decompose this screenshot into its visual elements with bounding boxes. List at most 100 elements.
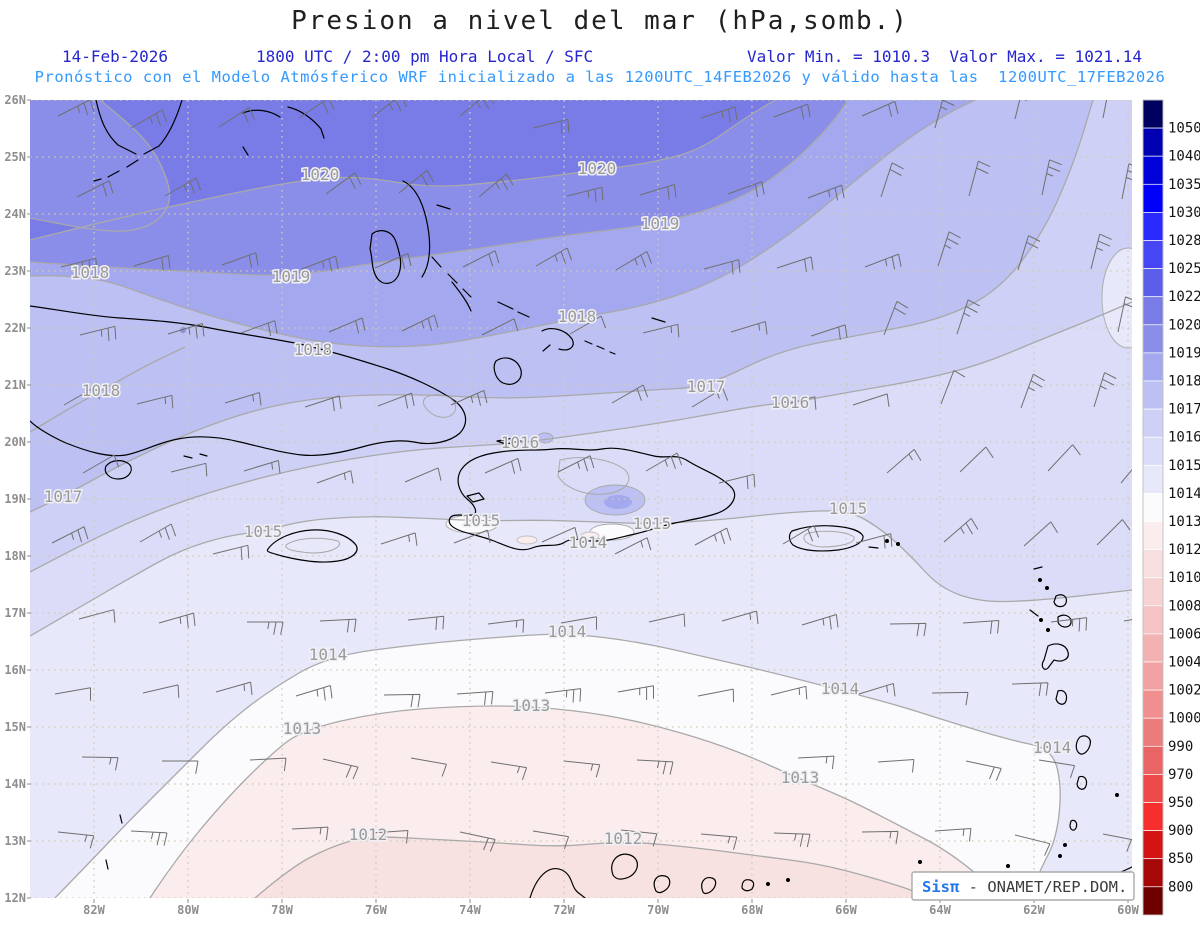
lat-axis-label: 26N <box>4 93 26 107</box>
wind-barb <box>450 389 488 406</box>
islet-dot <box>785 877 790 882</box>
lat-axis-label: 15N <box>4 720 26 734</box>
coastline <box>451 281 472 312</box>
coastline <box>431 256 472 298</box>
colorbar-swatch <box>1142 717 1164 747</box>
isobar-label: 1014 <box>821 679 860 698</box>
isobar-label: 1018 <box>558 307 597 326</box>
coastline <box>493 357 522 385</box>
lon-axis-label: 62W <box>1023 903 1045 917</box>
wind-barb <box>79 325 117 342</box>
wind-barb <box>968 160 991 197</box>
wind-barb <box>224 392 262 406</box>
wind-barb <box>694 527 732 546</box>
coastline <box>541 328 574 352</box>
wind-barb <box>645 452 683 472</box>
coastline <box>30 305 467 457</box>
colorbar-tick-label: 1030 <box>1168 205 1200 221</box>
wind-barb <box>797 755 835 770</box>
wind-barb <box>1050 617 1088 632</box>
islet-dot <box>1062 842 1067 847</box>
colorbar-swatch <box>1142 493 1164 522</box>
forecast-date: 14-Feb-2026 <box>62 47 168 66</box>
wind-barb <box>700 106 738 122</box>
wind-barb <box>877 759 915 773</box>
colorbar-tick-label: 1014 <box>1168 486 1200 502</box>
isobar-label: 1020 <box>301 165 340 184</box>
wind-barb <box>1120 469 1132 484</box>
wind-barb <box>404 467 442 483</box>
isobar-label: 1018 <box>294 340 333 359</box>
wind-barb <box>931 691 969 706</box>
wind-barb <box>398 169 434 194</box>
wind-barb <box>81 756 119 771</box>
islet-dot <box>884 538 889 543</box>
wind-barb <box>1017 235 1041 271</box>
isobar-contour <box>30 100 1094 513</box>
lon-axis-label: 64W <box>929 903 951 917</box>
colorbar-swatch <box>1142 464 1164 494</box>
pressure-band <box>255 837 928 898</box>
wind-barb <box>1011 682 1049 696</box>
lat-axis-label: 22N <box>4 321 26 335</box>
wind-barb <box>60 257 98 274</box>
colorbar-tick-label: 950 <box>1168 795 1193 811</box>
wind-barb <box>1102 833 1132 852</box>
colorbar-tick-label: 1012 <box>1168 542 1200 558</box>
colorbar-tick-label: 1022 <box>1168 289 1200 305</box>
colorbar-tick-label: 1019 <box>1168 345 1200 361</box>
coastline <box>1029 609 1039 617</box>
wind-barb <box>535 247 573 267</box>
isobar-label: 1018 <box>71 263 110 282</box>
coastline <box>611 853 638 880</box>
coastline <box>369 230 402 284</box>
wind-barb <box>864 253 902 270</box>
colorbar-tick-label: 1004 <box>1168 655 1200 671</box>
colorbar-tick-label: 1015 <box>1168 458 1200 474</box>
wind-barb <box>481 318 519 336</box>
coastline <box>402 180 431 278</box>
wind-barb <box>490 761 528 781</box>
wind-barb <box>801 614 839 630</box>
colorbar-swatch <box>1142 324 1164 354</box>
lon-axis-label: 60W <box>1117 903 1139 917</box>
wind-barb <box>636 759 674 775</box>
isobar-label: 1020 <box>578 159 617 178</box>
wind-barb <box>889 622 927 637</box>
lat-axis-label: 13N <box>4 834 26 848</box>
coastline <box>496 437 522 445</box>
isobar-label: 1014 <box>548 622 587 641</box>
isobar-label: 1016 <box>501 433 540 452</box>
wind-barb <box>78 609 116 623</box>
colorbar-tick-label: 1035 <box>1168 177 1200 193</box>
wind-barb <box>883 300 909 336</box>
colorbar-swatch <box>1142 155 1164 185</box>
colorbar-tick-label: 1040 <box>1168 149 1200 165</box>
coastline <box>701 877 717 895</box>
wind-barb <box>374 252 412 269</box>
colorbar-swatch <box>1142 886 1164 916</box>
wind-barb <box>162 760 199 774</box>
wind-barb <box>1121 163 1132 200</box>
coastline <box>741 879 755 892</box>
lon-axis-label: 68W <box>741 903 763 917</box>
isobar-label: 1016 <box>771 393 810 412</box>
pressure-pocket <box>516 535 538 545</box>
wind-barb <box>215 681 253 696</box>
wind-barb <box>858 683 896 697</box>
watermark-box <box>911 871 1135 901</box>
wind-barb <box>965 760 1002 781</box>
coastline <box>868 546 879 549</box>
coastline <box>143 100 183 155</box>
wind-barb <box>639 184 677 200</box>
isobar-contour <box>30 100 776 241</box>
coastline <box>104 460 132 480</box>
wind-barb <box>487 619 525 633</box>
isobar-label: 1015 <box>244 522 283 541</box>
colorbar-tick-label: 1002 <box>1168 683 1200 699</box>
isobar-label: 1019 <box>272 267 311 286</box>
lat-axis-label: 23N <box>4 264 26 278</box>
coastline <box>1076 775 1088 790</box>
